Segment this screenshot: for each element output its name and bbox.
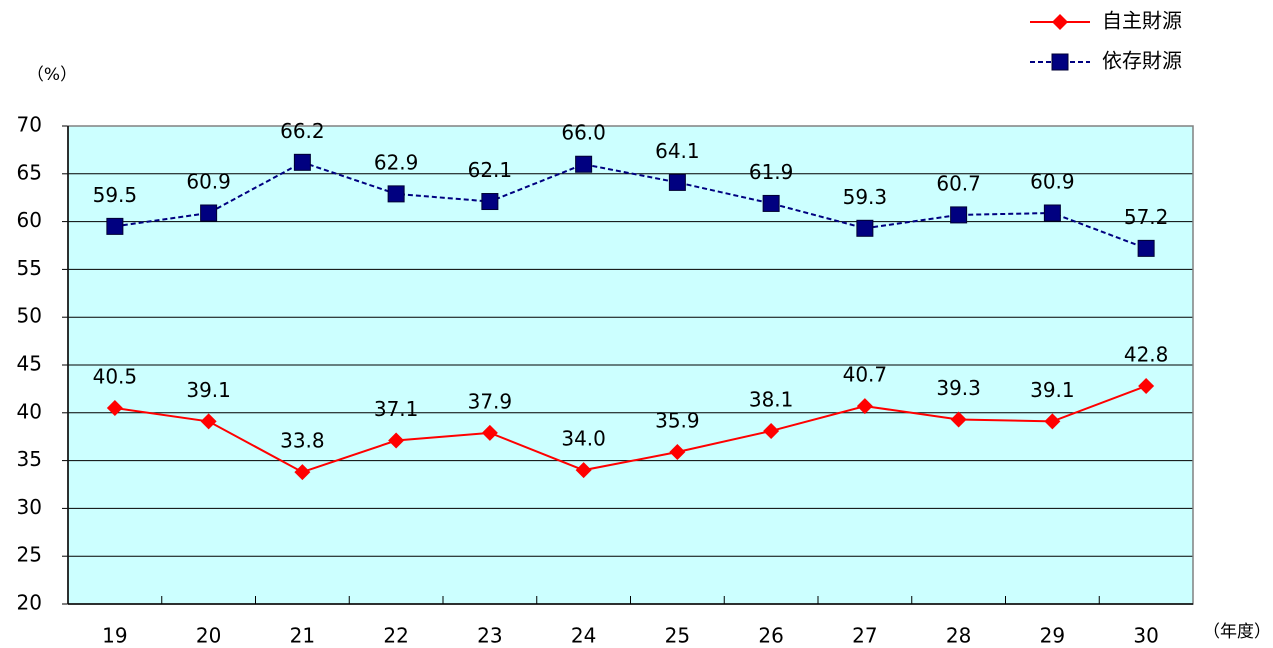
legend-label: 依存財源: [1102, 49, 1182, 73]
data-label: 39.3: [936, 376, 981, 400]
data-label: 62.9: [374, 150, 419, 174]
data-label: 66.0: [561, 121, 606, 145]
data-point: [388, 432, 405, 449]
x-tick-label: 25: [665, 624, 690, 648]
x-tick-label: 24: [571, 624, 596, 648]
y-tick-label: 20: [17, 591, 42, 615]
data-label: 40.7: [843, 363, 888, 387]
data-point: [856, 219, 874, 237]
x-tick-label: 27: [852, 624, 877, 648]
data-label: 59.5: [93, 183, 138, 207]
data-label: 57.2: [1124, 205, 1169, 229]
legend-label: 自主財源: [1102, 9, 1182, 33]
x-tick-label: 20: [196, 624, 221, 648]
data-point: [762, 194, 780, 212]
data-label: 61.9: [749, 160, 794, 184]
data-point: [1044, 413, 1061, 430]
legend-marker: [1052, 14, 1068, 30]
legend-item: 依存財源: [1030, 49, 1182, 73]
data-label: 39.1: [1030, 378, 1075, 402]
data-label: 64.1: [655, 139, 700, 163]
data-label: 39.1: [186, 378, 231, 402]
data-label: 37.1: [374, 397, 419, 421]
data-point: [200, 204, 218, 222]
y-tick-label: 25: [17, 543, 42, 567]
data-point: [106, 400, 123, 417]
data-point: [200, 413, 217, 430]
data-point: [1138, 378, 1155, 395]
data-point: [387, 185, 405, 203]
y-axis-label: （%）: [27, 65, 77, 85]
data-label: 40.5: [93, 365, 138, 389]
data-point: [856, 398, 873, 415]
y-tick-label: 55: [17, 256, 42, 280]
data-label: 38.1: [749, 387, 794, 411]
data-point: [950, 411, 967, 428]
series-line: [114, 385, 1147, 474]
y-tick-label: 40: [17, 399, 42, 423]
data-label: 60.9: [186, 169, 231, 193]
data-label: 60.9: [1030, 169, 1075, 193]
data-label: 37.9: [468, 389, 513, 413]
data-point: [1137, 239, 1155, 257]
y-tick-label: 70: [17, 113, 42, 137]
y-tick-label: 50: [17, 304, 42, 328]
data-point: [575, 155, 593, 173]
y-tick-label: 35: [17, 447, 42, 471]
x-tick-label: 22: [383, 624, 408, 648]
data-label: 33.8: [280, 429, 325, 453]
data-point: [669, 443, 686, 460]
data-label: 60.7: [936, 171, 981, 195]
y-tick-label: 60: [17, 208, 42, 232]
data-label: 35.9: [655, 408, 700, 432]
data-point: [293, 153, 311, 171]
data-point: [668, 173, 686, 191]
y-tick-label: 30: [17, 495, 42, 519]
data-label: 59.3: [843, 185, 888, 209]
data-point: [106, 217, 124, 235]
data-point: [294, 464, 311, 481]
y-tick-label: 45: [17, 352, 42, 376]
x-tick-label: 30: [1133, 624, 1158, 648]
data-label: 42.8: [1124, 343, 1169, 367]
legend-item: 自主財源: [1030, 9, 1182, 33]
data-label: 66.2: [280, 119, 325, 143]
x-tick-label: 19: [102, 624, 127, 648]
data-point: [1043, 204, 1061, 222]
data-label: 34.0: [561, 427, 606, 451]
x-tick-label: 26: [758, 624, 783, 648]
data-point: [575, 462, 592, 479]
data-point: [481, 424, 498, 441]
data-point: [481, 193, 499, 211]
data-label: 62.1: [468, 158, 513, 182]
x-tick-label: 21: [290, 624, 315, 648]
x-axis-label: （年度）: [1203, 622, 1271, 642]
x-tick-label: 28: [946, 624, 971, 648]
y-tick-label: 65: [17, 160, 42, 184]
x-tick-label: 29: [1040, 624, 1065, 648]
data-point: [763, 422, 780, 439]
data-point: [950, 206, 968, 224]
legend-marker: [1051, 53, 1069, 71]
x-tick-label: 23: [477, 624, 502, 648]
